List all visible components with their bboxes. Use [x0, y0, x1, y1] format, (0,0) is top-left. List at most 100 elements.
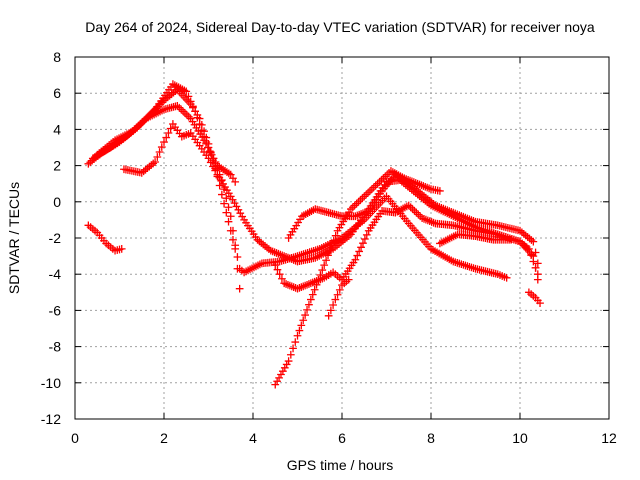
data-point — [327, 306, 335, 315]
y-tick-label: -10 — [41, 375, 61, 391]
y-tick-label: -8 — [49, 339, 62, 355]
data-point — [531, 248, 540, 257]
data-point — [303, 306, 311, 314]
chart-title: Day 264 of 2024, Sidereal Day-to-day VTE… — [85, 19, 595, 35]
data-point — [157, 143, 166, 151]
data-point — [271, 261, 280, 269]
data-point — [533, 275, 542, 284]
x-tick-label: 0 — [71, 430, 79, 446]
data-point — [329, 301, 337, 309]
data-point — [351, 255, 360, 264]
series-track-3 — [93, 102, 240, 186]
data-point — [353, 251, 362, 260]
data-point — [536, 299, 544, 308]
data-point — [233, 264, 242, 273]
series-track-11 — [525, 288, 544, 308]
series-track-10 — [436, 230, 515, 248]
data-point — [301, 311, 309, 319]
data-point — [502, 273, 511, 282]
data-point — [162, 133, 171, 142]
data-point — [222, 208, 231, 217]
data-point — [357, 243, 365, 252]
data-point — [166, 124, 175, 133]
data-point — [312, 280, 321, 289]
data-point — [164, 129, 173, 137]
data-point — [318, 266, 327, 274]
y-tick-label: 8 — [53, 49, 61, 65]
y-tick-label: -4 — [49, 266, 62, 282]
data-point — [359, 239, 367, 248]
data-point — [344, 275, 353, 284]
data-point — [297, 321, 306, 330]
data-point — [322, 256, 330, 265]
data-point — [151, 158, 159, 166]
data-point — [335, 286, 344, 294]
x-tick-label: 6 — [338, 430, 346, 446]
data-point — [533, 259, 542, 268]
data-point — [326, 246, 334, 255]
data-point — [305, 300, 313, 309]
x-tick-label: 12 — [601, 430, 617, 446]
data-point — [209, 162, 217, 171]
data-point — [224, 217, 233, 226]
data-point — [331, 295, 340, 304]
y-tick-label: 6 — [53, 85, 61, 101]
data-point — [204, 154, 213, 163]
data-point — [355, 247, 364, 256]
y-axis-label: SDTVAR / TECUs — [6, 182, 22, 294]
x-tick-label: 10 — [512, 430, 528, 446]
series-track-2 — [88, 85, 244, 293]
x-axis-label: GPS time / hours — [287, 457, 394, 473]
data-point — [286, 350, 295, 359]
data-point — [333, 290, 342, 299]
x-tick-label: 4 — [249, 430, 257, 446]
data-point — [316, 271, 325, 279]
data-point — [155, 148, 164, 156]
data-point — [195, 114, 204, 123]
data-point — [310, 285, 319, 294]
data-point — [273, 265, 282, 274]
data-point — [327, 241, 336, 250]
data-point — [153, 153, 162, 161]
series-track-7 — [271, 167, 444, 389]
series-track-1 — [84, 80, 511, 282]
axis-layer: 0 2 4 6 8 10 12 -12 -10 -8 -6 -4 -2 0 2 4 6 8 — [41, 49, 617, 446]
data-point — [329, 236, 338, 245]
series-track-4 — [120, 120, 542, 279]
data-point — [226, 226, 235, 235]
data-point — [361, 235, 369, 243]
data-point — [160, 138, 168, 146]
data-point — [278, 274, 286, 283]
y-tick-label: -6 — [49, 302, 62, 318]
data-point — [222, 194, 231, 203]
data-point — [331, 231, 340, 240]
y-tick-label: 4 — [53, 121, 61, 137]
data-point — [226, 212, 235, 221]
data-point — [211, 166, 220, 175]
data-point — [436, 187, 444, 195]
data-point — [293, 331, 302, 340]
data-point — [233, 253, 242, 261]
data-layer — [84, 80, 544, 389]
series-track-6 — [271, 201, 542, 293]
data-point — [308, 290, 317, 299]
y-tick-label: -2 — [49, 230, 62, 246]
data-point — [295, 326, 304, 335]
x-tick-label: 8 — [427, 430, 435, 446]
y-tick-label: 2 — [53, 158, 61, 174]
data-point — [182, 87, 191, 96]
series-track-9 — [324, 275, 353, 320]
data-point — [206, 158, 215, 167]
data-point — [117, 245, 126, 253]
data-point — [324, 251, 332, 260]
data-point — [224, 203, 233, 212]
data-point — [284, 357, 293, 365]
series-track-8 — [284, 170, 542, 268]
data-point — [529, 237, 538, 246]
data-point — [231, 245, 240, 253]
data-point — [289, 344, 297, 353]
y-tick-label: -12 — [41, 411, 61, 427]
data-point — [531, 264, 540, 272]
data-point — [320, 261, 329, 269]
